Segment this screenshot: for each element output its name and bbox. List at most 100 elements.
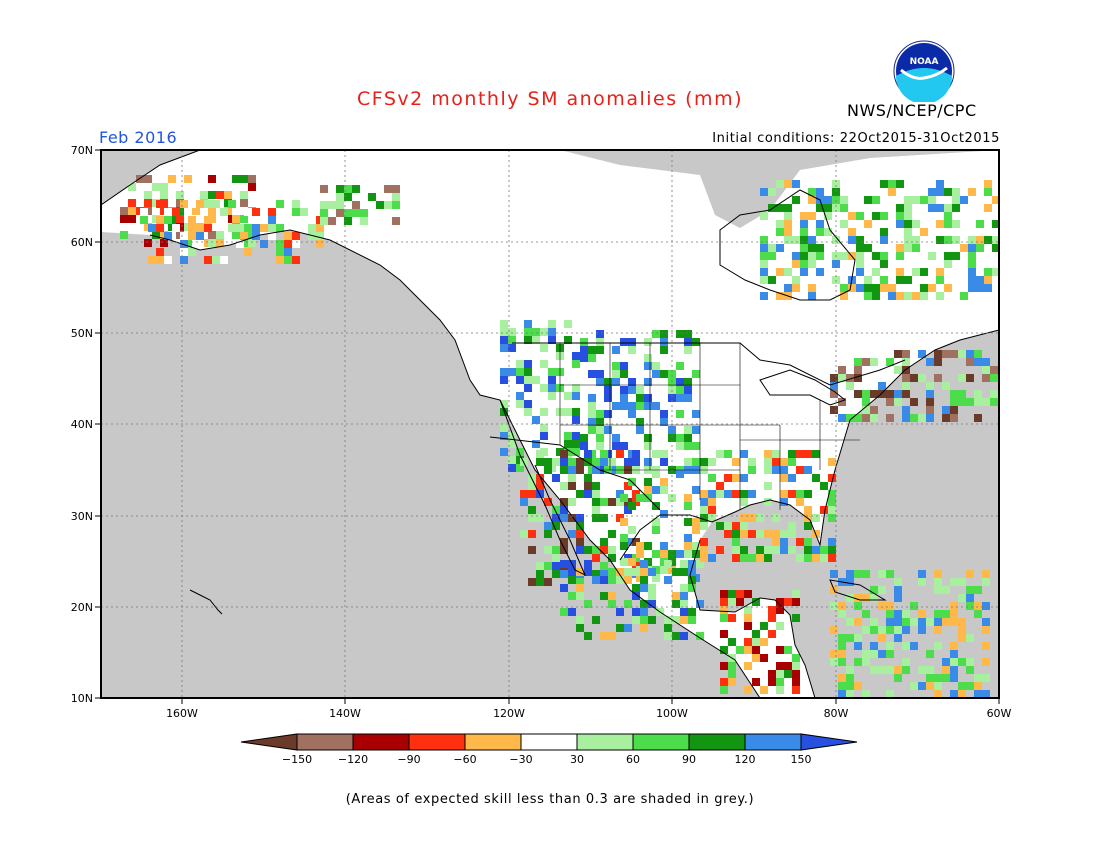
anomaly-cell xyxy=(804,554,812,562)
anomaly-cell xyxy=(644,442,652,450)
coastline-yucatan xyxy=(689,539,816,698)
anomaly-cell xyxy=(696,600,704,608)
anomaly-cell xyxy=(752,654,760,662)
anomaly-cell xyxy=(808,212,816,220)
anomaly-cell xyxy=(944,212,952,220)
anomaly-cell xyxy=(572,392,580,400)
anomaly-cell xyxy=(966,634,974,642)
anomaly-cell xyxy=(216,231,224,239)
legend-swatch xyxy=(744,733,802,751)
anomaly-cell xyxy=(672,600,680,608)
anomaly-cell xyxy=(580,442,588,450)
anomaly-cell xyxy=(516,360,524,368)
anomaly-cell xyxy=(800,268,808,276)
anomaly-cell xyxy=(156,216,164,224)
anomaly-cell xyxy=(660,410,668,418)
anomaly-cell xyxy=(552,458,560,466)
anomaly-cell xyxy=(952,220,960,228)
anomaly-cell xyxy=(652,370,660,378)
anomaly-cell xyxy=(838,650,846,658)
anomaly-cell xyxy=(612,442,620,450)
anomaly-cell xyxy=(115,60,123,68)
anomaly-cell xyxy=(974,610,982,618)
anomaly-cell xyxy=(528,506,536,514)
anomaly-cell xyxy=(886,610,894,618)
anomaly-cell xyxy=(942,406,950,414)
anomaly-cell xyxy=(600,514,608,522)
legend-swatch xyxy=(632,733,690,751)
anomaly-cell xyxy=(268,232,276,240)
anomaly-cell xyxy=(684,458,692,466)
anomaly-cell xyxy=(894,618,902,626)
anomaly-cell xyxy=(592,570,600,578)
anomaly-cell xyxy=(620,558,628,566)
legend-label: 90 xyxy=(682,753,696,766)
anomaly-cell xyxy=(748,514,756,522)
anomaly-cell xyxy=(904,204,912,212)
anomaly-cell xyxy=(692,518,700,526)
anomaly-cell xyxy=(708,514,716,522)
anomaly-cell xyxy=(180,232,188,240)
anomaly-cell xyxy=(854,358,862,366)
anomaly-cell xyxy=(966,350,974,358)
anomaly-cell xyxy=(748,554,756,562)
anomaly-field xyxy=(101,60,999,698)
anomaly-cell xyxy=(776,204,784,212)
anomaly-cell xyxy=(644,378,652,386)
anomaly-cell xyxy=(934,350,942,358)
anomaly-cell xyxy=(846,634,854,642)
anomaly-cell xyxy=(796,498,804,506)
anomaly-cell xyxy=(568,576,576,584)
anomaly-cell xyxy=(684,494,692,502)
anomaly-cell xyxy=(532,440,540,448)
anomaly-cell xyxy=(592,482,600,490)
anomaly-cell xyxy=(716,522,724,530)
anomaly-cell xyxy=(910,374,918,382)
anomaly-cell xyxy=(792,614,800,622)
anomaly-cell xyxy=(156,224,164,232)
anomaly-cell xyxy=(628,386,636,394)
anomaly-cell xyxy=(848,212,856,220)
anomaly-cell xyxy=(236,240,244,248)
anomaly-cell xyxy=(902,390,910,398)
anomaly-cell xyxy=(984,180,992,188)
anomaly-cell xyxy=(536,474,544,482)
anomaly-cell xyxy=(926,618,934,626)
anomaly-cell xyxy=(676,386,684,394)
anomaly-cell xyxy=(196,232,204,240)
anomaly-cell xyxy=(792,686,800,694)
anomaly-cell xyxy=(612,362,620,370)
anomaly-cell xyxy=(240,231,248,239)
anomaly-cell xyxy=(620,542,628,550)
anomaly-cell xyxy=(732,554,740,562)
anomaly-cell xyxy=(744,662,752,670)
anomaly-cell xyxy=(596,442,604,450)
anomaly-cell xyxy=(744,590,752,598)
anomaly-cell xyxy=(944,252,952,260)
anomaly-cell xyxy=(148,224,156,232)
anomaly-cell xyxy=(934,674,942,682)
anomaly-cell xyxy=(902,406,910,414)
anomaly-cell xyxy=(336,209,344,217)
anomaly-cell xyxy=(516,368,524,376)
anomaly-cell xyxy=(608,498,616,506)
anomaly-cell xyxy=(878,570,886,578)
anomaly-cell xyxy=(960,244,968,252)
anomaly-cell xyxy=(870,626,878,634)
anomaly-cell xyxy=(147,60,155,68)
anomaly-cell xyxy=(928,188,936,196)
anomaly-cell xyxy=(632,584,640,592)
anomaly-cell xyxy=(252,224,260,232)
anomaly-cell xyxy=(628,378,636,386)
anomaly-cell xyxy=(904,196,912,204)
state-lines xyxy=(559,343,860,510)
anomaly-cell xyxy=(780,538,788,546)
anomaly-cell xyxy=(796,538,804,546)
anomaly-cell xyxy=(684,442,692,450)
anomaly-cell xyxy=(934,374,942,382)
anomaly-cell xyxy=(792,598,800,606)
anomaly-cell xyxy=(120,215,128,223)
anomaly-cell xyxy=(968,276,976,284)
anomaly-cell xyxy=(592,576,600,584)
anomaly-cell xyxy=(894,610,902,618)
